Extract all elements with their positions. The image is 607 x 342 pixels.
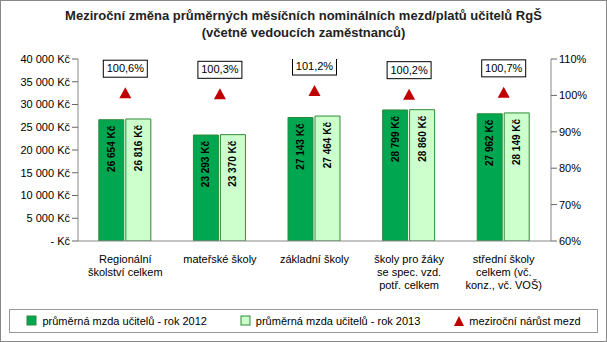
svg-text:30 000 Kč: 30 000 Kč	[20, 98, 70, 110]
svg-text:10 000 Kč: 10 000 Kč	[20, 189, 70, 201]
html-text:(včetně vedoucích zaměstnanců): (včetně vedoucích zaměstnanců)	[201, 25, 406, 40]
html-text:průměrná mzda učitelů - rok 20: průměrná mzda učitelů - rok 2012	[42, 315, 207, 327]
svg-text:5 000 Kč: 5 000 Kč	[27, 212, 71, 224]
svg-text:90%: 90%	[559, 126, 581, 138]
svg-text:40 000 Kč: 40 000 Kč	[20, 53, 70, 65]
svg-text:28 799 Kč: 28 799 Kč	[390, 116, 401, 163]
svg-text:28 149 Kč: 28 149 Kč	[511, 118, 522, 165]
svg-text:35 000 Kč: 35 000 Kč	[20, 76, 70, 88]
svg-text:100,6%: 100,6%	[107, 62, 145, 74]
svg-text:25 000 Kč: 25 000 Kč	[20, 121, 70, 133]
svg-text:23 293 Kč: 23 293 Kč	[200, 141, 211, 188]
svg-text:střední školycelkem (vč.konz.,: střední školycelkem (vč.konz., vč. VOŠ)	[465, 253, 541, 291]
svg-text:26 816 Kč: 26 816 Kč	[133, 125, 144, 172]
svg-text:100,7%: 100,7%	[485, 62, 523, 74]
svg-text:15 000 Kč: 15 000 Kč	[20, 167, 70, 179]
html-text:meziroční nárůst mezd: meziroční nárůst mezd	[469, 315, 581, 327]
svg-text:70%: 70%	[559, 199, 581, 211]
html-text:průměrná mzda učitelů - rok 20: průměrná mzda učitelů - rok 2013	[255, 315, 421, 327]
svg-text:26 654 Kč: 26 654 Kč	[106, 125, 117, 172]
svg-text:školy pro žákyse spec. vzd.pot: školy pro žákyse spec. vzd.potř. celkem	[374, 253, 444, 291]
svg-text:- Kč: - Kč	[50, 235, 70, 247]
svg-text:101,2%: 101,2%	[296, 60, 334, 72]
svg-text:100,2%: 100,2%	[390, 64, 428, 76]
svg-text:28 860 Kč: 28 860 Kč	[417, 115, 428, 162]
svg-text:20 000 Kč: 20 000 Kč	[20, 144, 70, 156]
html-text:Meziroční změna průměrných měs: Meziroční změna průměrných měsíčních nom…	[65, 8, 542, 23]
svg-text:mateřské školy: mateřské školy	[183, 253, 257, 265]
svg-text:23 370 Kč: 23 370 Kč	[227, 140, 238, 187]
svg-text:Regionálníškolství celkem: Regionálníškolství celkem	[88, 253, 163, 278]
svg-text:100,3%: 100,3%	[201, 63, 239, 75]
svg-text:100%: 100%	[559, 89, 587, 101]
svg-text:základní školy: základní školy	[280, 253, 350, 265]
svg-text:27 143 Kč: 27 143 Kč	[295, 123, 306, 170]
svg-text:27 464 Kč: 27 464 Kč	[322, 122, 333, 169]
svg-text:27 962 Kč: 27 962 Kč	[484, 119, 495, 166]
svg-text:60%: 60%	[559, 235, 581, 247]
svg-text:80%: 80%	[559, 162, 581, 174]
svg-text:110%: 110%	[559, 53, 587, 65]
